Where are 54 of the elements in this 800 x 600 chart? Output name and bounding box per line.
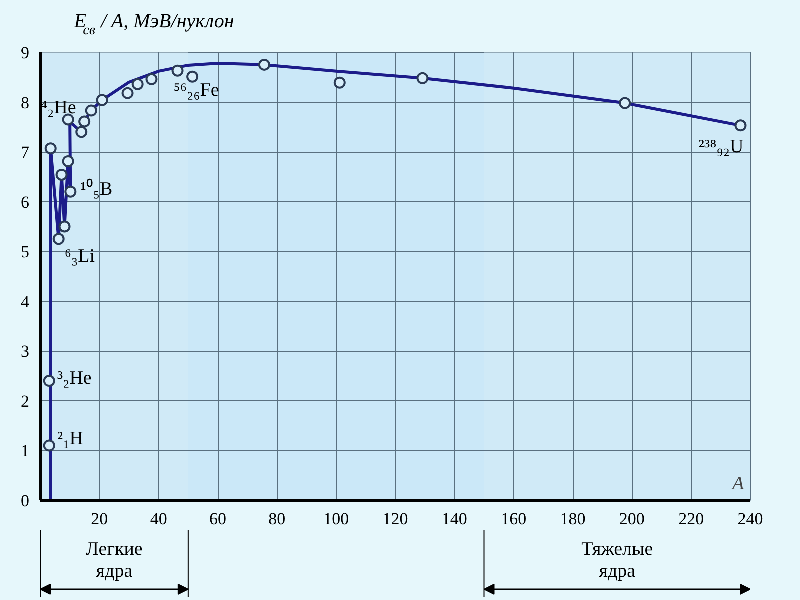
x-tick-label: 20: [91, 510, 108, 528]
y-tick-label: 1: [21, 442, 30, 461]
y-tick-label: 9: [21, 44, 30, 62]
point: [64, 186, 77, 198]
band-label: Легкие ядра: [86, 538, 143, 582]
y-tick-label: 8: [21, 93, 30, 112]
point: [43, 440, 56, 452]
point: [44, 142, 57, 155]
point: [56, 168, 68, 181]
point: [334, 76, 346, 89]
y-tick-label: 2: [21, 392, 30, 411]
y-tick-label: 4: [21, 292, 30, 312]
point: [78, 116, 91, 128]
annotation: ³₂He: [57, 368, 92, 390]
x-tick-label: 60: [210, 510, 226, 528]
point: [58, 220, 71, 233]
x-tick-label: 140: [442, 510, 468, 528]
point: [52, 233, 65, 246]
point: [172, 64, 184, 77]
x-tick-label: 160: [501, 510, 527, 528]
x-tick-label: 100: [324, 510, 350, 528]
x-tick-label: 200: [619, 510, 645, 528]
point: [619, 97, 632, 110]
point: [186, 70, 199, 83]
x-tick-label: 120: [382, 510, 408, 528]
point: [416, 72, 429, 84]
y-tick-label: 6: [21, 192, 30, 212]
x-tick-label: 240: [738, 510, 764, 528]
annotation: ¹⁰₅B: [80, 178, 113, 200]
x-tick-label: 40: [150, 510, 168, 528]
x-tick-label: 220: [678, 510, 704, 528]
point: [132, 78, 144, 90]
x-axis-title: A: [730, 474, 744, 494]
band-label: Тяжелые ядра: [582, 538, 654, 582]
point: [76, 126, 88, 138]
annotation: ²₁H: [57, 428, 84, 450]
y-tick-label: 5: [21, 242, 30, 262]
annotation: ²³⁸₉₂U: [698, 136, 744, 158]
x-tick-label: 80: [268, 510, 286, 528]
point: [258, 58, 270, 71]
annotation: ⁴₂He: [40, 98, 76, 119]
point: [96, 94, 108, 106]
y-tick-label: 3: [21, 342, 30, 362]
point: [85, 104, 98, 117]
x-tick-label: 180: [560, 510, 586, 528]
y-tick-label: 0: [21, 492, 30, 510]
point: [122, 87, 134, 100]
point: [43, 375, 56, 388]
y-tick-label: 7: [21, 143, 30, 162]
annotation: ⁶₃Li: [64, 246, 95, 268]
annotation: ⁵⁶₂₆Fe: [174, 80, 220, 101]
point: [734, 120, 747, 132]
point: [62, 156, 74, 168]
point: [146, 73, 158, 86]
